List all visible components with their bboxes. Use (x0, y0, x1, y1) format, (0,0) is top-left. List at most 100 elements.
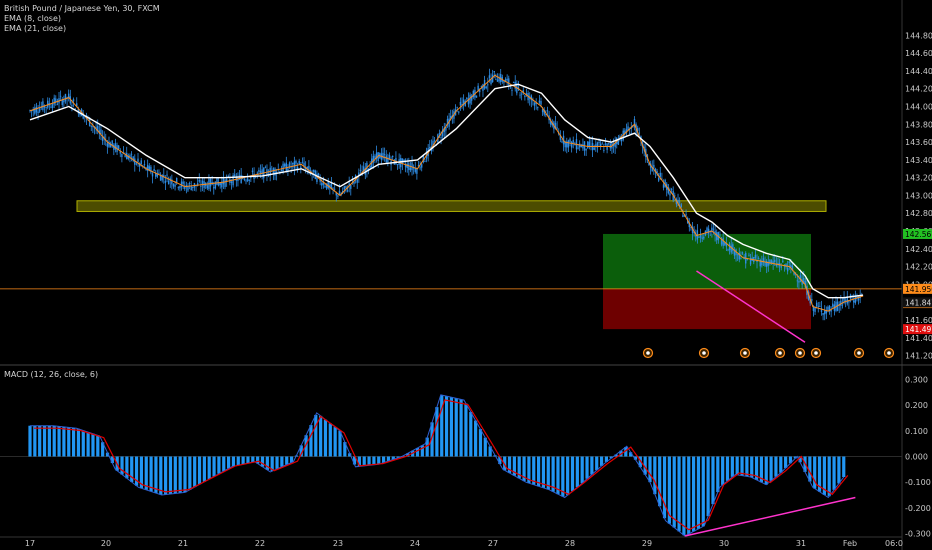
candle-body[interactable] (567, 140, 570, 148)
candle-body[interactable] (317, 173, 320, 176)
candle-body[interactable] (482, 84, 484, 91)
candle-body[interactable] (556, 127, 558, 129)
candle-body[interactable] (488, 75, 491, 78)
candle-body[interactable] (443, 127, 445, 133)
macd-bar[interactable] (541, 456, 546, 488)
candle-body[interactable] (416, 168, 418, 174)
macd-bar[interactable] (561, 456, 565, 497)
candle-body[interactable] (126, 152, 128, 160)
candle-body[interactable] (403, 159, 405, 162)
candle-body[interactable] (450, 115, 452, 119)
candle-body[interactable] (337, 195, 339, 197)
candle-body[interactable] (348, 183, 350, 187)
macd-bar[interactable] (706, 456, 710, 517)
candle-body[interactable] (820, 307, 823, 312)
candle-body[interactable] (664, 179, 666, 188)
candle-body[interactable] (272, 168, 275, 175)
candle-body[interactable] (620, 139, 623, 142)
candle-body[interactable] (313, 169, 315, 172)
macd-bar[interactable] (808, 456, 812, 482)
candle-body[interactable] (680, 204, 682, 208)
price-pane[interactable] (0, 68, 902, 359)
candle-body[interactable] (440, 137, 442, 138)
candle-body[interactable] (746, 259, 749, 261)
candle-body[interactable] (446, 118, 449, 123)
candle-body[interactable] (654, 168, 657, 172)
candle-body[interactable] (574, 144, 576, 146)
macd-bar[interactable] (604, 456, 609, 462)
candle-body[interactable] (106, 143, 109, 147)
candle-body[interactable] (554, 123, 557, 129)
candle-body[interactable] (354, 175, 357, 179)
macd-bar[interactable] (575, 456, 579, 488)
candle-body[interactable] (846, 296, 848, 304)
candle-body[interactable] (295, 160, 297, 164)
candle-body[interactable] (63, 100, 65, 103)
candle-body[interactable] (480, 86, 483, 87)
macd-bar[interactable] (120, 456, 124, 475)
candle-body[interactable] (119, 151, 121, 154)
candle-body[interactable] (188, 183, 191, 184)
macd-bar[interactable] (721, 456, 725, 485)
candle-body[interactable] (593, 147, 595, 150)
macd-bar[interactable] (648, 456, 652, 483)
candle-body[interactable] (217, 181, 220, 186)
candle-body[interactable] (511, 90, 513, 91)
candle-body[interactable] (37, 111, 39, 113)
candle-body[interactable] (769, 259, 771, 265)
macd-bar[interactable] (474, 420, 478, 457)
macd-bar[interactable] (435, 407, 439, 457)
candle-body[interactable] (404, 164, 407, 168)
candle-body[interactable] (828, 305, 831, 312)
candle-body[interactable] (520, 93, 523, 95)
candle-body[interactable] (383, 154, 386, 155)
candle-body[interactable] (780, 265, 782, 268)
candle-body[interactable] (362, 166, 365, 172)
candle-body[interactable] (667, 187, 670, 194)
candle-body[interactable] (801, 279, 803, 285)
macd-bar[interactable] (764, 456, 768, 485)
macd-bar[interactable] (832, 456, 836, 490)
candle-body[interactable] (196, 182, 199, 186)
macd-bar[interactable] (314, 414, 318, 457)
candle-body[interactable] (213, 187, 215, 189)
macd-bar[interactable] (110, 456, 114, 464)
candle-body[interactable] (45, 106, 47, 108)
candle-body[interactable] (124, 155, 126, 158)
macd-bar[interactable] (614, 454, 618, 457)
candle-body[interactable] (466, 97, 468, 100)
candle-body[interactable] (551, 122, 553, 126)
candle-body[interactable] (61, 99, 63, 105)
candle-body[interactable] (109, 143, 112, 148)
candle-body[interactable] (537, 107, 539, 109)
candle-body[interactable] (777, 263, 779, 265)
candle-body[interactable] (604, 143, 607, 145)
macd-bar[interactable] (512, 456, 516, 476)
macd-bar[interactable] (566, 456, 570, 496)
candle-body[interactable] (522, 90, 524, 94)
macd-bar[interactable] (134, 456, 139, 486)
macd-bar[interactable] (633, 456, 638, 460)
candle-body[interactable] (300, 166, 302, 169)
macd-bar[interactable] (735, 456, 739, 475)
candle-body[interactable] (719, 234, 721, 236)
candle-body[interactable] (200, 185, 202, 187)
macd-bar[interactable] (67, 427, 71, 457)
candle-body[interactable] (245, 180, 247, 182)
candle-body[interactable] (117, 145, 120, 150)
macd-bar[interactable] (183, 456, 187, 493)
candle-body[interactable] (595, 144, 597, 146)
candle-body[interactable] (325, 183, 328, 189)
candle-body[interactable] (657, 177, 660, 181)
candle-body[interactable] (827, 306, 829, 310)
candle-body[interactable] (569, 138, 571, 142)
candle-body[interactable] (577, 147, 579, 149)
macd-bar[interactable] (154, 456, 158, 494)
candle-body[interactable] (184, 186, 186, 190)
candle-body[interactable] (76, 103, 78, 107)
candle-body[interactable] (788, 261, 790, 264)
candle-body[interactable] (703, 236, 705, 239)
candle-body[interactable] (417, 165, 420, 167)
candle-body[interactable] (432, 140, 434, 148)
macd-bar[interactable] (725, 456, 730, 481)
